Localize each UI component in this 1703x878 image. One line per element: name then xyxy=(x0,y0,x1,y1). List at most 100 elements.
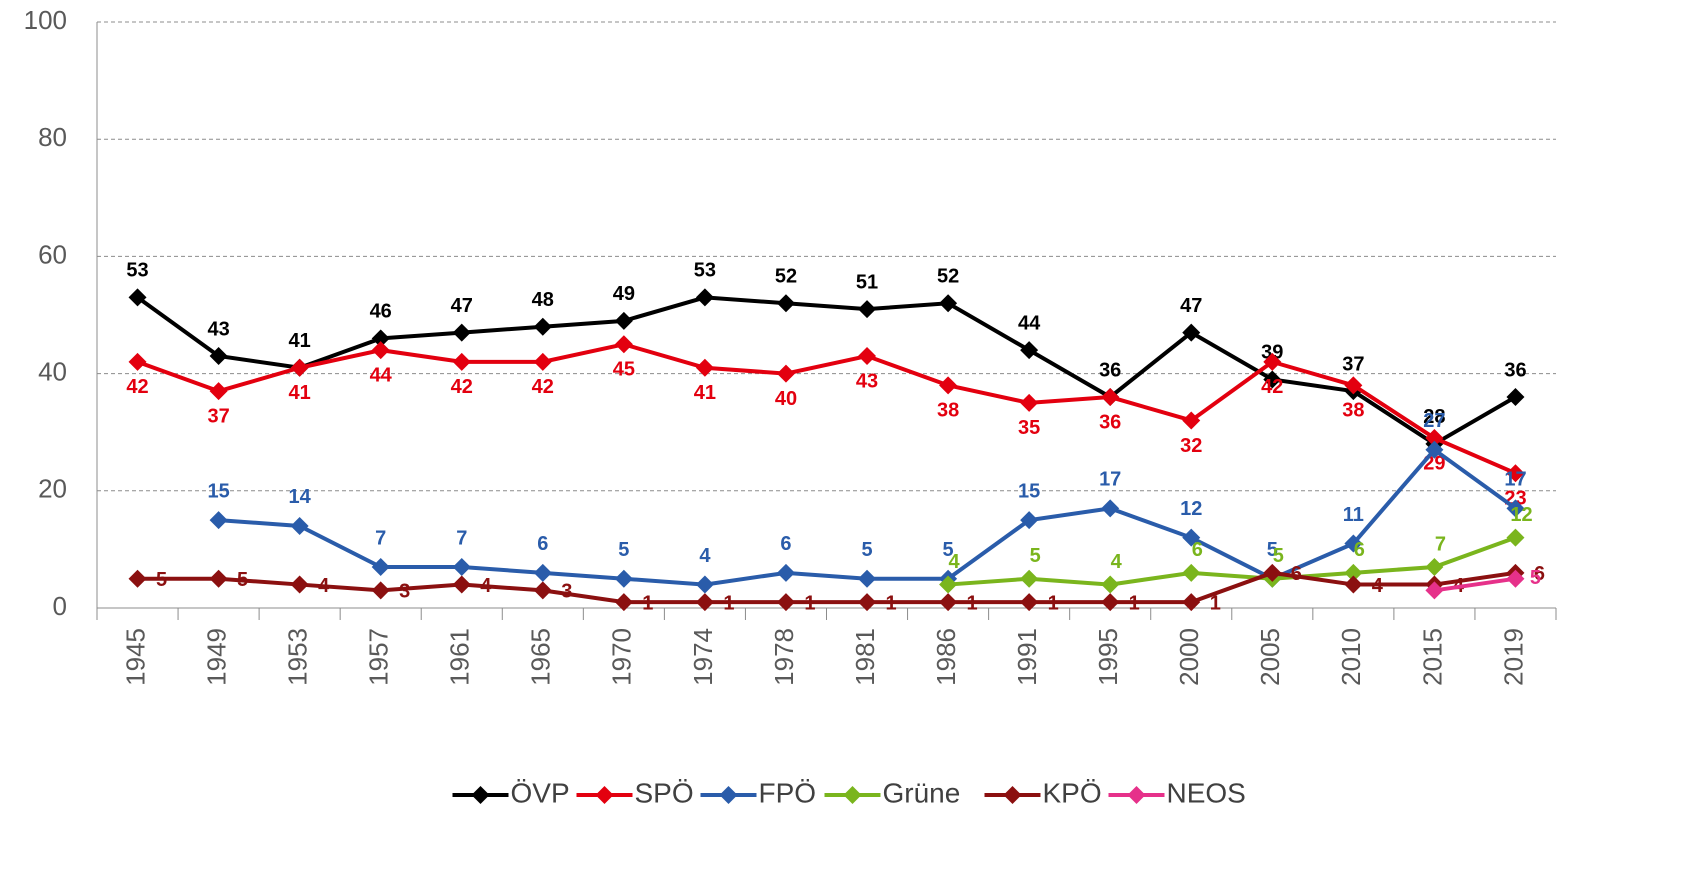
x-tick-label: 1953 xyxy=(283,628,313,686)
data-label: 53 xyxy=(694,260,716,282)
marker xyxy=(1182,563,1201,582)
y-tick-label: 80 xyxy=(38,122,67,152)
y-tick-label: 0 xyxy=(53,591,67,621)
marker xyxy=(290,516,309,535)
data-label: 6 xyxy=(1291,563,1302,585)
data-label: 35 xyxy=(1018,417,1040,439)
data-label: 53 xyxy=(126,260,148,282)
marker xyxy=(1506,464,1525,483)
data-label: 37 xyxy=(1342,353,1364,375)
legend-marker xyxy=(595,786,614,804)
data-label: 17 xyxy=(1099,469,1121,491)
y-tick-label: 60 xyxy=(38,239,67,269)
series-line xyxy=(218,447,1517,587)
marker xyxy=(1020,593,1039,612)
data-label: 1 xyxy=(723,592,734,614)
data-label: 5 xyxy=(1030,545,1041,567)
marker xyxy=(1344,563,1363,582)
marker xyxy=(533,352,552,371)
data-label: 4 xyxy=(699,545,711,567)
series-line xyxy=(136,295,1517,447)
marker xyxy=(452,575,471,594)
data-label: 40 xyxy=(775,388,797,410)
data-label: 43 xyxy=(856,370,878,392)
data-label: 6 xyxy=(1534,563,1545,585)
marker xyxy=(1425,557,1444,576)
x-tick-label: 2015 xyxy=(1417,628,1447,686)
data-label: 6 xyxy=(780,533,791,555)
x-tick-label: 1991 xyxy=(1012,628,1042,686)
marker xyxy=(1263,370,1282,389)
x-tick-label: 1978 xyxy=(769,628,799,686)
data-label: 17 xyxy=(1504,469,1526,491)
data-label: 3 xyxy=(561,581,572,603)
data-label: 1 xyxy=(1048,592,1059,614)
y-tick-label: 40 xyxy=(38,356,67,386)
marker xyxy=(290,575,309,594)
marker xyxy=(695,288,714,307)
data-label: 6 xyxy=(1192,539,1203,561)
data-label: 5 xyxy=(1273,545,1284,567)
data-label: 42 xyxy=(126,376,148,398)
marker xyxy=(1020,569,1039,588)
x-tick-label: 1965 xyxy=(526,628,556,686)
data-label: 45 xyxy=(613,359,635,381)
data-label: 46 xyxy=(370,301,392,323)
marker xyxy=(1101,388,1120,407)
marker xyxy=(776,593,795,612)
marker xyxy=(1344,534,1363,553)
marker xyxy=(1425,429,1444,448)
data-label: 4 xyxy=(480,575,492,597)
x-tick-label: 2000 xyxy=(1174,628,1204,686)
data-label: 5 xyxy=(1530,567,1541,589)
data-label: 41 xyxy=(289,330,311,352)
data-label: 3 xyxy=(399,581,410,603)
data-label: 1 xyxy=(885,592,896,614)
marker xyxy=(1182,593,1201,612)
x-tick-label: 1961 xyxy=(445,628,475,686)
marker xyxy=(1020,341,1039,360)
data-label: 38 xyxy=(937,400,959,422)
marker xyxy=(371,581,390,600)
data-label: 42 xyxy=(451,376,473,398)
data-label: 7 xyxy=(1435,533,1446,555)
marker xyxy=(695,358,714,377)
marker xyxy=(128,569,147,588)
series-line xyxy=(1434,576,1516,593)
legend-label: SPÖ xyxy=(635,777,694,808)
data-label: 43 xyxy=(207,318,229,340)
marker xyxy=(209,382,228,401)
series-line xyxy=(947,535,1517,587)
marker xyxy=(1263,352,1282,371)
data-label: 47 xyxy=(451,295,473,317)
data-label: 15 xyxy=(207,480,229,502)
data-label: 5 xyxy=(861,539,872,561)
data-label: 41 xyxy=(289,382,311,404)
x-tick-label: 1957 xyxy=(364,628,394,686)
data-label: 1 xyxy=(804,592,815,614)
marker xyxy=(1101,593,1120,612)
data-label: 7 xyxy=(456,527,467,549)
series-line xyxy=(136,342,1517,476)
data-label: 28 xyxy=(1423,406,1445,428)
legend-marker xyxy=(471,786,490,804)
data-label: 47 xyxy=(1180,295,1202,317)
data-label: 52 xyxy=(775,266,797,288)
data-label: 6 xyxy=(537,533,548,555)
legend: ÖVP SPÖ FPÖ Grüne KPÖ NEOS xyxy=(452,777,1246,808)
legend-marker xyxy=(1003,786,1022,804)
data-label: 6 xyxy=(1354,539,1365,561)
legend-label: ÖVP xyxy=(511,777,570,808)
marker xyxy=(1182,528,1201,547)
data-label: 42 xyxy=(1261,376,1283,398)
marker xyxy=(128,352,147,371)
marker xyxy=(1263,563,1282,582)
data-label: 4 xyxy=(1372,575,1384,597)
data-label: 44 xyxy=(370,364,393,386)
marker xyxy=(533,581,552,600)
marker xyxy=(1506,569,1525,588)
marker xyxy=(209,569,228,588)
marker xyxy=(128,288,147,307)
data-label: 36 xyxy=(1099,359,1121,381)
marker xyxy=(858,569,877,588)
